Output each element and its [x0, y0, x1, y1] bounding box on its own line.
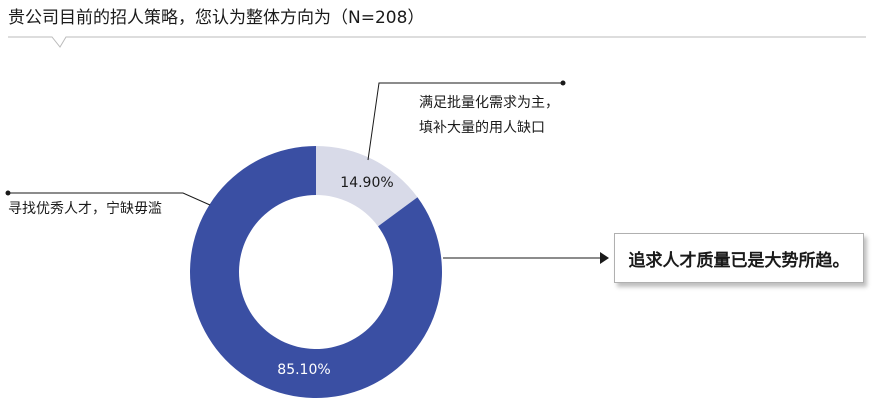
leader-line-batch-hiring [367, 82, 563, 161]
leader-line-top-talent [8, 192, 211, 206]
slice-label-batch-hiring-line1: 满足批量化需求为主， [419, 95, 559, 111]
slice-value-top-talent: 85.10% [277, 362, 330, 378]
callout-box: 追求人才质量已是大势所趋。 [614, 233, 864, 283]
callout-arrow-head [600, 252, 609, 264]
leader-dot-batch-hiring [560, 80, 566, 86]
leader-dot-top-talent [5, 190, 11, 196]
header-rule [8, 36, 866, 48]
slice-value-batch-hiring: 14.90% [340, 175, 393, 191]
donut-slice-batch-hiring [316, 146, 418, 227]
slice-label-batch-hiring-line2: 填补大量的用人缺口 [419, 120, 545, 136]
page-title: 贵公司目前的招人策略，您认为整体方向为（N=208） [8, 8, 425, 28]
slice-label-top-talent: 寻找优秀人才，宁缺毋滥 [8, 200, 162, 217]
donut-slice-top-talent [190, 146, 443, 398]
callout-text: 追求人才质量已是大势所趋。 [628, 250, 850, 271]
